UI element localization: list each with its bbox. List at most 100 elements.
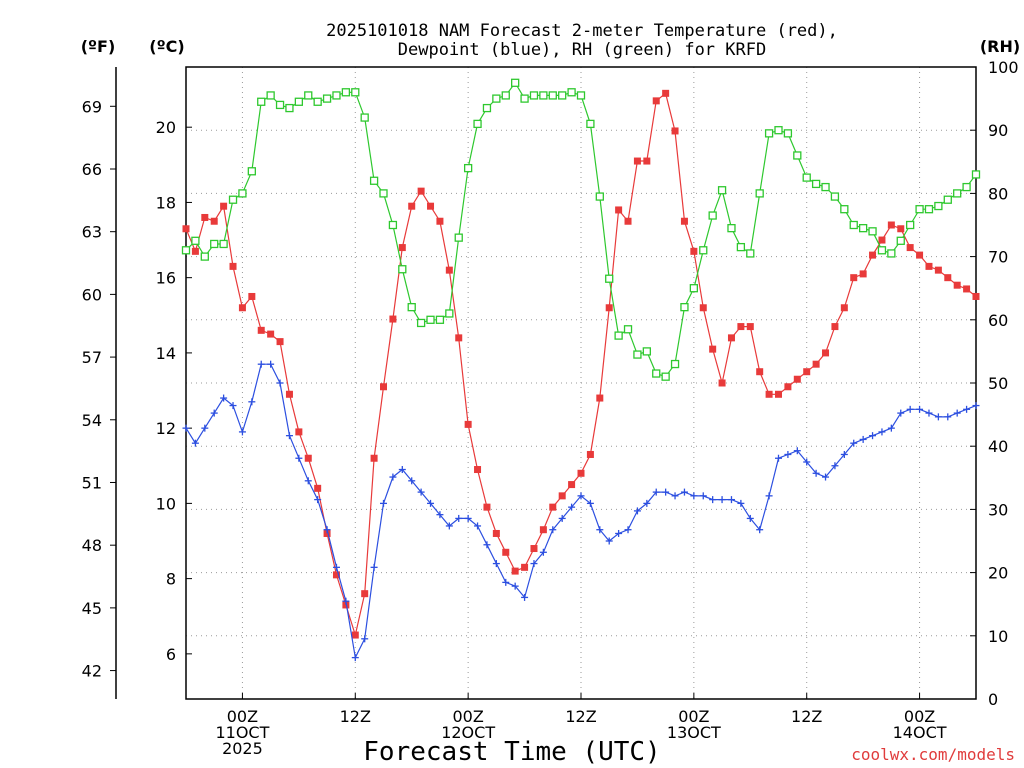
rh-point	[586, 119, 595, 129]
axes	[110, 66, 977, 700]
dewpoint-point	[793, 447, 801, 455]
x-tick-label: 12Z	[565, 707, 596, 726]
temperature-point	[615, 206, 623, 214]
temperature-point	[869, 251, 877, 259]
rh-point	[501, 91, 510, 100]
temperature-point	[812, 360, 820, 368]
dewpoint-point	[822, 473, 830, 481]
dewpoint-point	[643, 499, 651, 507]
rh-point	[699, 246, 708, 255]
rh-point	[435, 315, 445, 324]
temperature-point	[709, 345, 717, 353]
x-tick-label: 14OCT	[893, 723, 947, 742]
rh-point	[689, 284, 699, 293]
x-tick-label: 12Z	[340, 707, 371, 726]
rh-point	[407, 303, 416, 312]
rh-point	[774, 126, 783, 135]
dewpoint-point	[897, 409, 905, 417]
rh-tick-label: 20	[988, 564, 1008, 583]
rh-point	[463, 163, 473, 173]
dewpoint-point	[727, 496, 735, 504]
celsius-tick-label: 6	[166, 645, 176, 664]
dewpoint-point	[709, 496, 717, 504]
rh-point	[191, 236, 200, 245]
dewpoint-point	[934, 413, 942, 421]
rh-point	[887, 249, 896, 258]
rh-point	[830, 192, 840, 201]
dewpoint-point	[182, 424, 190, 432]
temperature-point	[897, 225, 905, 233]
dewpoint-point	[370, 563, 378, 571]
rh-tick-label: 40	[988, 437, 1008, 456]
rh-point	[764, 129, 774, 138]
fahrenheit-tick-label: 51	[82, 473, 102, 492]
dewpoint-point	[445, 522, 453, 530]
dewpoint-point	[427, 499, 435, 507]
rh-point	[341, 88, 351, 97]
temperature-point	[445, 266, 453, 274]
dewpoint-point	[351, 654, 359, 662]
celsius-unit-label: (ºC)	[149, 37, 184, 56]
fahrenheit-tick-label: 54	[82, 411, 102, 430]
temperature-point	[530, 545, 538, 553]
x-axis-label: Forecast Time (UTC)	[363, 737, 660, 767]
rh-point	[369, 176, 379, 185]
rh-point	[567, 88, 576, 97]
dewpoint-point	[906, 405, 914, 413]
temperature-point	[549, 503, 557, 511]
temperature-point	[483, 503, 491, 511]
temperature-point	[586, 450, 594, 458]
fahrenheit-tick-label: 45	[82, 599, 102, 618]
temperature-point	[332, 571, 340, 579]
temperature-point	[718, 379, 726, 387]
rh-point	[633, 350, 642, 359]
dewpoint-point	[699, 492, 707, 500]
rh-point	[652, 369, 661, 378]
temperature-point	[784, 383, 792, 391]
dewpoint-point	[671, 492, 679, 500]
series-line-dewpoint	[185, 363, 977, 660]
temperature-point	[511, 567, 519, 575]
rh-point	[257, 97, 266, 106]
rh-point	[238, 189, 247, 198]
rh-point	[877, 246, 887, 255]
dewpoint-point	[953, 409, 961, 417]
dewpoint-point	[662, 488, 670, 496]
dewpoint-point	[229, 402, 237, 410]
dewpoint-point	[417, 488, 425, 496]
rh-point	[623, 325, 633, 334]
dewpoint-point	[775, 454, 782, 462]
rh-tick-label: 80	[988, 184, 1008, 203]
dewpoint-point	[483, 541, 491, 549]
rh-point	[727, 224, 736, 233]
rh-point	[915, 205, 924, 214]
rh-point	[294, 97, 304, 106]
temperature-point	[558, 492, 566, 500]
title-line-2: Dewpoint (blue), RH (green) for KRFD	[398, 40, 766, 60]
dewpoint-point	[624, 526, 632, 534]
rh-point	[266, 91, 275, 100]
temperature-point	[934, 266, 942, 274]
temperature-point	[699, 304, 707, 312]
credit-text: coolwx.com/models	[851, 745, 1015, 764]
temperature-point	[427, 202, 435, 210]
temperature-point	[944, 274, 952, 282]
dewpoint-point	[803, 458, 811, 466]
temperature-point	[831, 323, 839, 331]
temperature-point	[887, 221, 895, 229]
temperature-point	[803, 368, 811, 376]
temperature-point	[840, 304, 848, 312]
dewpoint-point	[963, 405, 971, 413]
dewpoint-point	[690, 492, 698, 500]
celsius-tick-label: 14	[156, 344, 176, 363]
rh-point	[548, 91, 557, 100]
rh-point	[492, 94, 501, 103]
rh-point	[322, 94, 332, 103]
rh-point	[868, 227, 877, 236]
dewpoint-point	[342, 597, 350, 605]
fahrenheit-unit-label: (ºF)	[81, 37, 116, 56]
rh-point	[708, 211, 717, 220]
temperature-point	[267, 330, 275, 338]
rh-point	[388, 220, 398, 230]
